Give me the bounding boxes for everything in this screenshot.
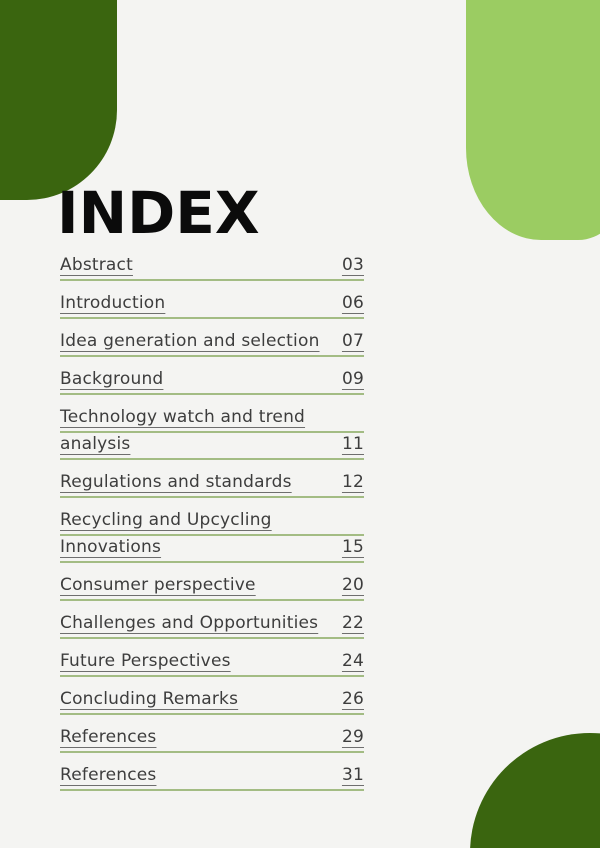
index-entry: Challenges and Opportunities 22 xyxy=(60,612,364,639)
entry-title: Abstract xyxy=(60,255,133,275)
entry-page-number: 20 xyxy=(341,575,364,595)
index-entry-row[interactable]: Consumer perspective 20 xyxy=(60,574,364,601)
index-entry: Technology watch and trend analysis 11 xyxy=(60,406,364,460)
entry-title: References xyxy=(60,727,157,747)
entry-title: Technology watch and trend xyxy=(60,407,306,427)
entry-page-number: 15 xyxy=(341,537,364,557)
index-entry: Abstract 03 xyxy=(60,254,364,281)
index-entry: Consumer perspective 20 xyxy=(60,574,364,601)
index-entry-row[interactable]: Regulations and standards 12 xyxy=(60,471,364,498)
index-entry: Future Perspectives 24 xyxy=(60,650,364,677)
index-entry: Recycling and Upcycling Innovations 15 xyxy=(60,509,364,563)
index-entry-row[interactable]: Concluding Remarks 26 xyxy=(60,688,364,715)
entry-page-number: 12 xyxy=(341,472,364,492)
index-entry-row[interactable]: Innovations 15 xyxy=(60,536,364,563)
top-left-rounded-shape xyxy=(0,0,117,200)
entry-title: References xyxy=(60,765,157,785)
entry-page-number: 26 xyxy=(341,689,364,709)
entry-title: Recycling and Upcycling xyxy=(60,510,272,530)
entry-title: Future Perspectives xyxy=(60,651,231,671)
entry-title: Concluding Remarks xyxy=(60,689,239,709)
index-entry: References 29 xyxy=(60,726,364,753)
entry-title: Introduction xyxy=(60,293,166,313)
index-entry-row[interactable]: Idea generation and selection 07 xyxy=(60,330,364,357)
index-entry-row[interactable]: Future Perspectives 24 xyxy=(60,650,364,677)
entry-page-number: 09 xyxy=(341,369,364,389)
index-list: Abstract 03 Introduction 06 Idea generation … xyxy=(60,254,364,791)
index-entry: Regulations and standards 12 xyxy=(60,471,364,498)
index-entry: Concluding Remarks 26 xyxy=(60,688,364,715)
entry-title: Background xyxy=(60,369,164,389)
index-entry: Idea generation and selection 07 xyxy=(60,330,364,357)
page-title: INDEX xyxy=(57,179,260,247)
index-entry-row[interactable]: References 31 xyxy=(60,764,364,791)
entry-page-number: 06 xyxy=(341,293,364,313)
index-entry: Introduction 06 xyxy=(60,292,364,319)
entry-title: Innovations xyxy=(60,537,162,557)
bottom-right-circle xyxy=(470,733,600,848)
entry-page-number: 22 xyxy=(341,613,364,633)
index-content: INDEX Abstract 03 Introduction 06 Idea gener… xyxy=(57,179,364,802)
index-entry: Background 09 xyxy=(60,368,364,395)
index-entry-row[interactable]: References 29 xyxy=(60,726,364,753)
index-entry-row[interactable]: Challenges and Opportunities 22 xyxy=(60,612,364,639)
entry-title: Challenges and Opportunities xyxy=(60,613,319,633)
index-entry-row[interactable]: Technology watch and trend xyxy=(60,406,364,433)
entry-page-number: 07 xyxy=(341,331,364,351)
index-entry: References 31 xyxy=(60,764,364,791)
entry-title: Regulations and standards xyxy=(60,472,292,492)
entry-page-number: 03 xyxy=(341,255,364,275)
entry-title: Idea generation and selection xyxy=(60,331,320,351)
index-entry-row[interactable]: Introduction 06 xyxy=(60,292,364,319)
entry-title: Consumer perspective xyxy=(60,575,256,595)
index-entry-row[interactable]: Background 09 xyxy=(60,368,364,395)
index-entry-row[interactable]: Recycling and Upcycling xyxy=(60,509,364,536)
entry-page-number: 11 xyxy=(341,434,364,454)
top-right-rounded-shape xyxy=(466,0,600,240)
entry-page-number: 31 xyxy=(341,765,364,785)
index-entry-row[interactable]: analysis 11 xyxy=(60,433,364,460)
entry-page-number: 24 xyxy=(341,651,364,671)
index-entry-row[interactable]: Abstract 03 xyxy=(60,254,364,281)
entry-page-number: 29 xyxy=(341,727,364,747)
entry-title: analysis xyxy=(60,434,131,454)
